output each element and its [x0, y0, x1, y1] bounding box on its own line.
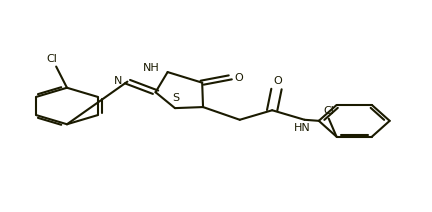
Text: O: O	[274, 77, 283, 86]
Text: O: O	[235, 73, 243, 84]
Text: Cl: Cl	[323, 106, 334, 116]
Text: HN: HN	[294, 123, 311, 133]
Text: Cl: Cl	[46, 54, 57, 64]
Text: N: N	[114, 75, 122, 86]
Text: S: S	[173, 93, 180, 103]
Text: NH: NH	[143, 63, 160, 73]
